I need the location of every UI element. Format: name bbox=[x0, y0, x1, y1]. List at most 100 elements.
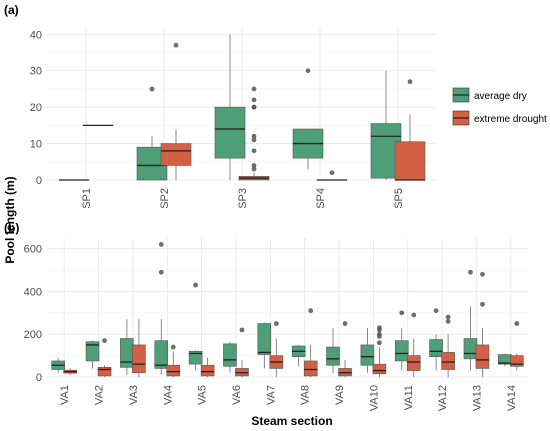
outlier-point bbox=[149, 86, 155, 92]
box-sp3-extreme-drought bbox=[238, 86, 270, 181]
panel-a-x-tick-labels: SP1 SP2 SP3 SP4 SP5 bbox=[81, 188, 405, 209]
y-tick-label: 600 bbox=[24, 244, 42, 256]
box-va7-average-dry bbox=[257, 322, 272, 369]
x-tick-label: VA7 bbox=[265, 385, 277, 405]
outlier-point bbox=[173, 42, 179, 48]
outlier-point bbox=[251, 97, 257, 103]
box-va6-extreme-drought bbox=[235, 327, 249, 377]
legend-label-average-dry: average dry bbox=[474, 91, 527, 102]
outlier-point bbox=[480, 301, 485, 307]
box-iqr bbox=[257, 323, 272, 355]
box-iqr bbox=[326, 346, 340, 366]
outlier-point bbox=[376, 325, 382, 331]
box-va7-extreme-drought bbox=[269, 321, 284, 377]
outlier-point bbox=[273, 321, 279, 326]
box-iqr bbox=[200, 364, 215, 377]
box-iqr bbox=[132, 344, 146, 374]
y-tick-label: 0 bbox=[36, 372, 42, 384]
y-tick-label: 20 bbox=[30, 102, 42, 114]
outlier-point bbox=[158, 242, 164, 247]
outlier-point bbox=[239, 327, 245, 333]
box-iqr bbox=[160, 143, 192, 166]
box-va9-average-dry bbox=[326, 327, 340, 373]
box-va8-extreme-drought bbox=[303, 308, 318, 377]
box-iqr bbox=[120, 338, 134, 368]
x-tick-label: VA11 bbox=[403, 385, 415, 410]
panel-a-y-tick-labels: 0 10 20 30 40 bbox=[30, 29, 42, 187]
outlier-point bbox=[308, 308, 314, 314]
x-tick-label: VA12 bbox=[437, 385, 449, 411]
box-va1-extreme-drought bbox=[63, 368, 77, 375]
outlier-point bbox=[445, 319, 451, 324]
x-tick-label: SP3 bbox=[237, 188, 249, 209]
outlier-point bbox=[399, 310, 405, 316]
box-iqr bbox=[214, 106, 246, 159]
outlier-point bbox=[251, 104, 257, 110]
x-tick-label: VA3 bbox=[128, 385, 140, 405]
box-va5-extreme-drought bbox=[200, 357, 215, 377]
outlier-point bbox=[305, 68, 311, 74]
box-iqr bbox=[303, 360, 318, 377]
box-va13-average-dry bbox=[463, 269, 478, 371]
outlier-point bbox=[251, 137, 257, 143]
box-va11-average-dry bbox=[394, 310, 409, 371]
x-tick-label: VA10 bbox=[368, 385, 380, 411]
y-tick-label: 0 bbox=[36, 175, 42, 187]
box-va10-extreme-drought bbox=[372, 325, 387, 377]
box-va14-average-dry bbox=[498, 353, 512, 367]
box-iqr bbox=[441, 352, 455, 370]
outlier-point bbox=[342, 321, 348, 326]
box-va14-extreme-drought bbox=[510, 321, 524, 371]
box-iqr bbox=[188, 351, 203, 365]
box-va10-average-dry bbox=[360, 327, 375, 373]
box-iqr bbox=[166, 364, 181, 377]
outlier-point bbox=[376, 331, 382, 337]
box-va4-extreme-drought bbox=[166, 344, 181, 377]
x-tick-label: SP5 bbox=[393, 188, 405, 209]
x-tick-label: VA5 bbox=[197, 385, 209, 405]
outlier-point bbox=[433, 308, 439, 314]
y-tick-label: 30 bbox=[30, 66, 42, 78]
outlier-point bbox=[329, 170, 335, 176]
outlier-point bbox=[411, 312, 417, 318]
outlier-point bbox=[468, 269, 473, 275]
box-sp4-average-dry bbox=[292, 68, 324, 170]
box-va1-average-dry bbox=[51, 357, 65, 373]
box-sp2-average-dry bbox=[136, 86, 168, 181]
outlier-point bbox=[251, 133, 257, 139]
box-sp5-extreme-drought bbox=[394, 79, 426, 181]
outlier-point bbox=[193, 282, 199, 288]
outlier-point bbox=[376, 340, 382, 346]
outlier-point bbox=[251, 166, 257, 172]
x-tick-label: SP2 bbox=[159, 188, 171, 209]
panel-b-x-tick-labels: VA1 VA2 VA3 VA4 VA5 VA6 VA7 VA8 VA9 VA10 VA11 VA12 V… bbox=[59, 385, 518, 411]
panel-a-label: (a) bbox=[4, 3, 19, 17]
panel-b-label: (b) bbox=[4, 221, 19, 235]
x-tick-label: VA2 bbox=[94, 385, 106, 405]
x-tick-label: VA1 bbox=[59, 385, 71, 405]
outlier-point bbox=[158, 269, 164, 275]
box-va2-average-dry bbox=[85, 340, 100, 369]
panel-b-gridlines bbox=[47, 238, 528, 378]
box-va5-average-dry bbox=[188, 282, 203, 371]
box-iqr bbox=[97, 367, 112, 377]
outlier-point bbox=[251, 86, 257, 92]
x-tick-label: VA9 bbox=[334, 385, 346, 405]
box-iqr bbox=[463, 338, 478, 360]
box-sp3-average-dry bbox=[214, 34, 246, 180]
y-tick-label: 40 bbox=[30, 29, 42, 41]
box-va12-extreme-drought bbox=[441, 314, 455, 377]
box-iqr bbox=[429, 339, 443, 357]
box-iqr bbox=[372, 363, 387, 375]
box-va11-extreme-drought bbox=[406, 312, 421, 377]
box-sp2-extreme-drought bbox=[160, 42, 192, 180]
outlier-point bbox=[480, 271, 485, 277]
box-va4-average-dry bbox=[154, 242, 169, 375]
y-tick-label: 10 bbox=[30, 139, 42, 151]
outlier-point bbox=[102, 338, 107, 344]
box-iqr bbox=[406, 355, 421, 371]
outlier-point bbox=[514, 321, 520, 326]
panel-a-boxes bbox=[58, 34, 426, 181]
legend: average dry extreme drought bbox=[452, 87, 547, 126]
